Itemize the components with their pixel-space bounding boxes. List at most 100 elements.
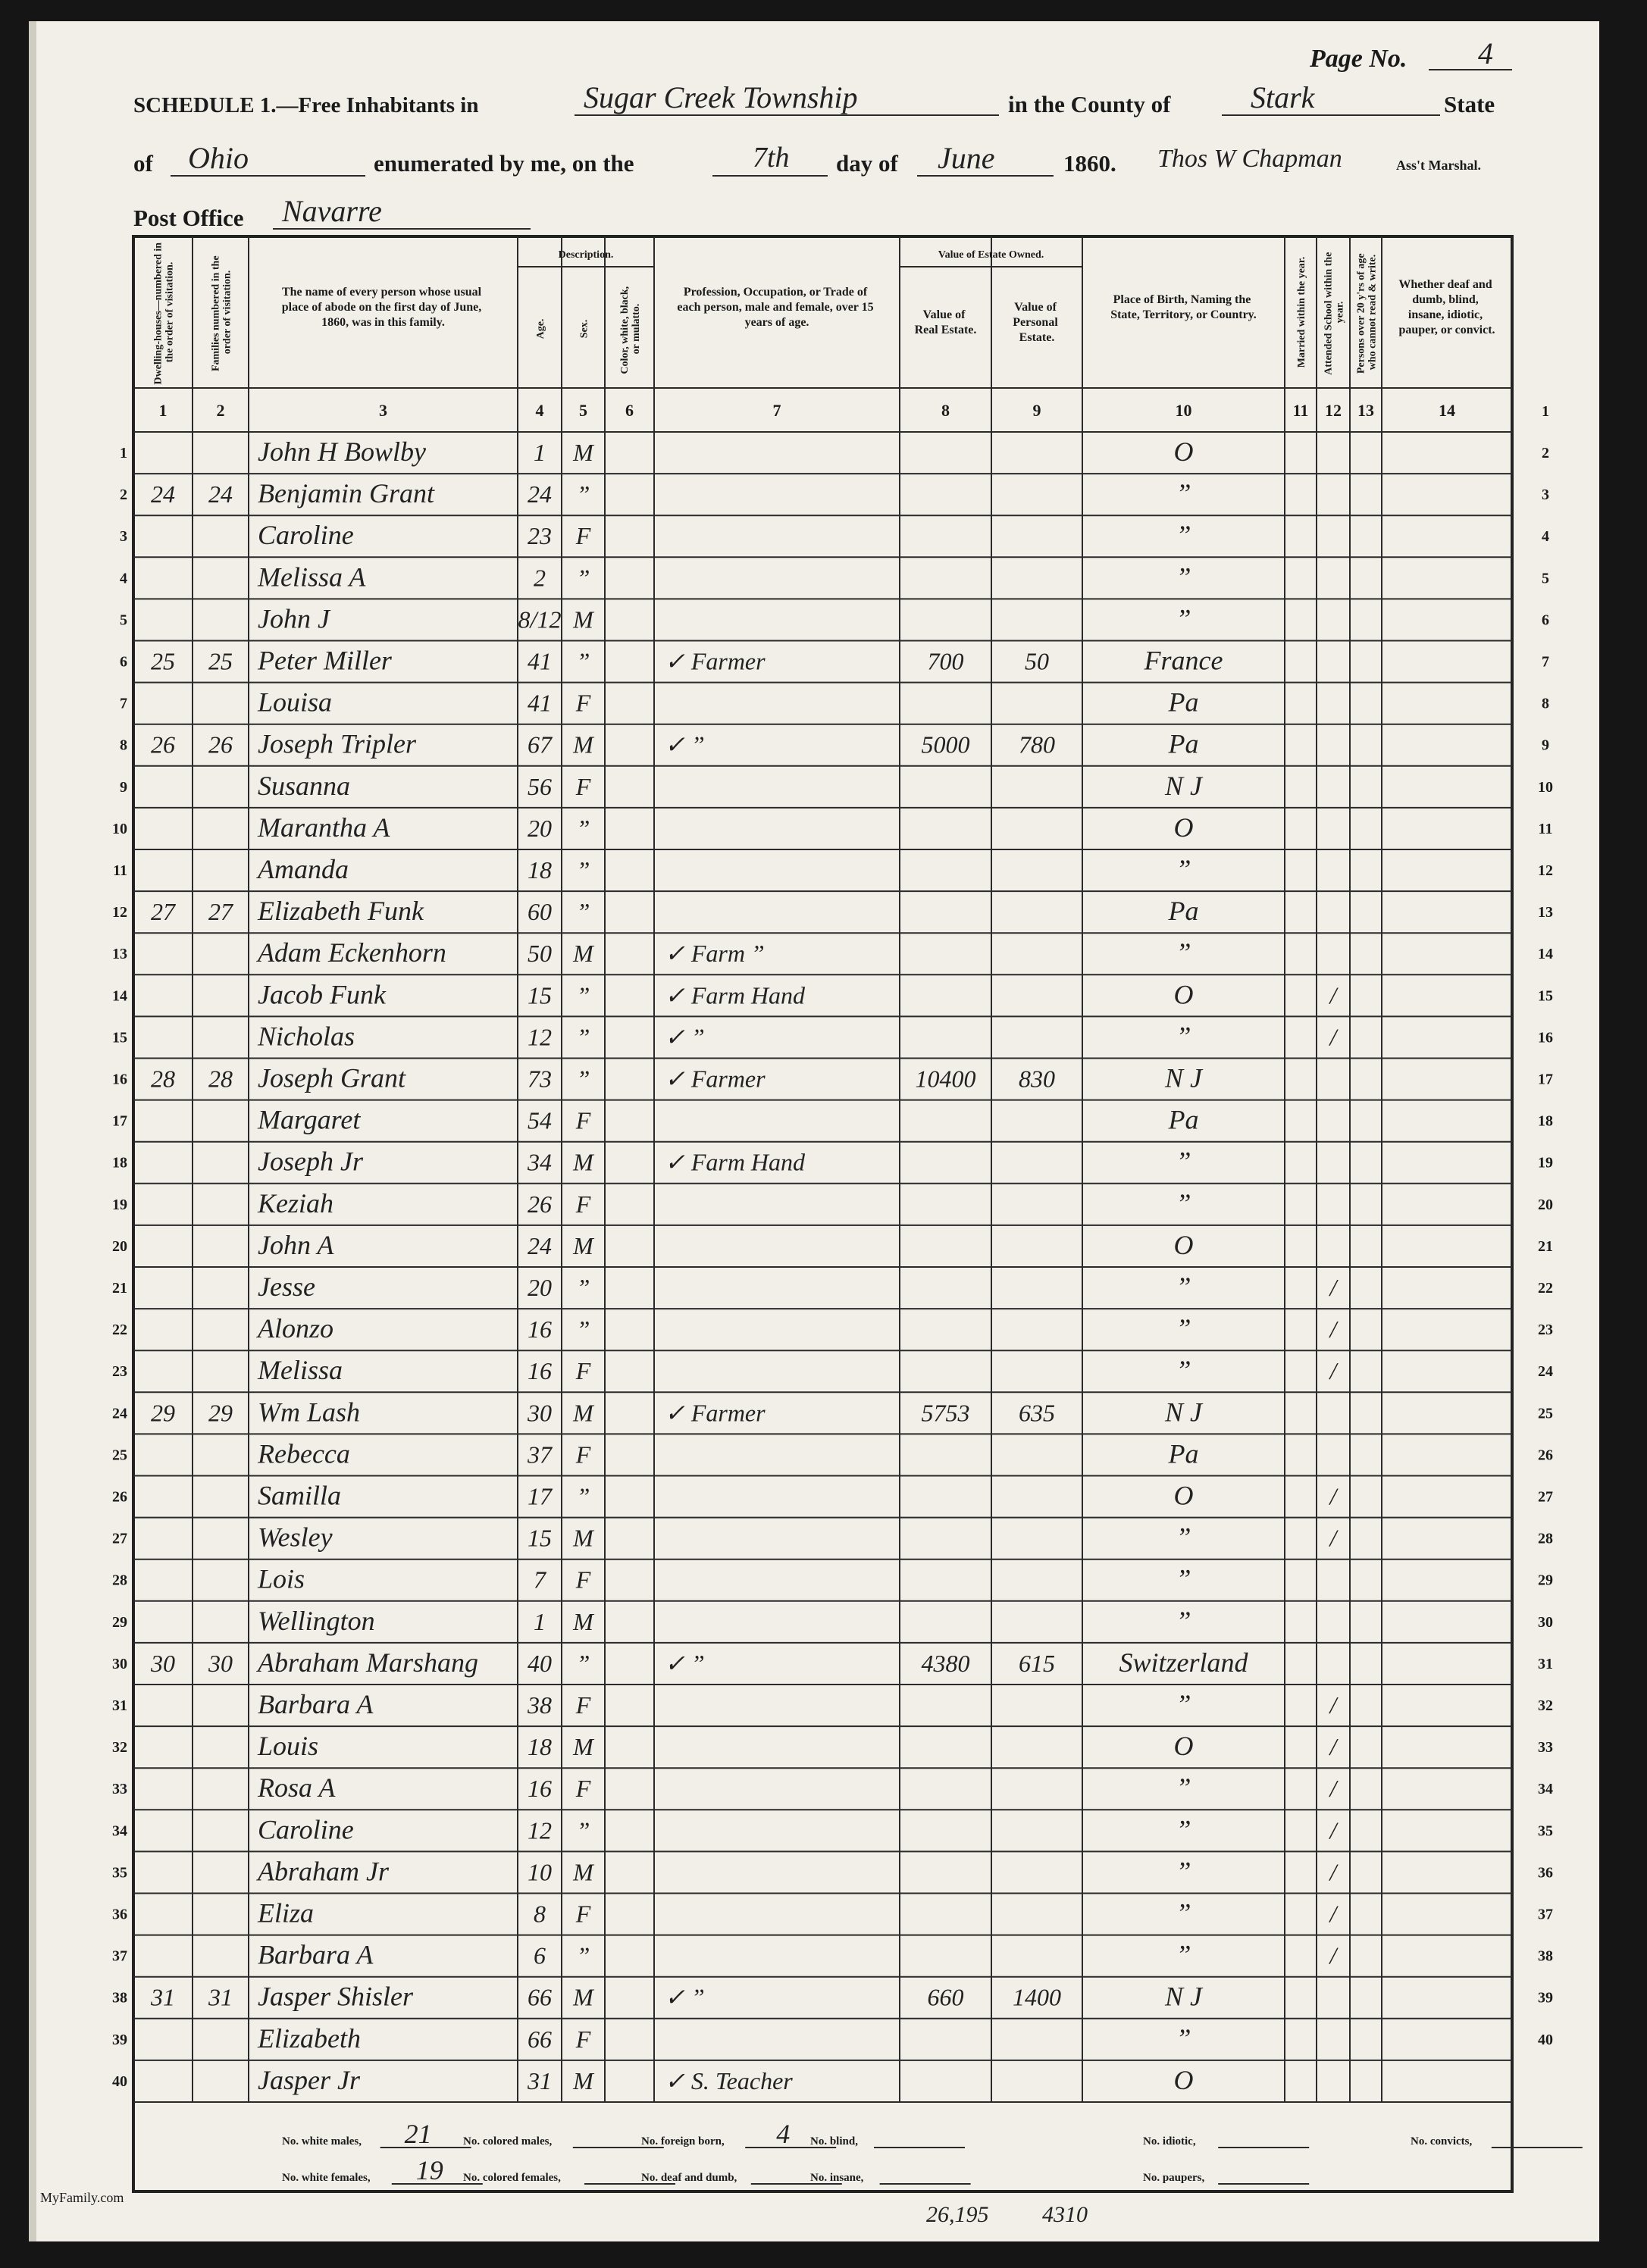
text-line: Value of <box>923 308 969 321</box>
line-number: 4 <box>1542 528 1549 545</box>
line-number: 8 <box>120 737 127 754</box>
cell: M <box>572 1525 595 1552</box>
cell: 20 <box>528 1274 552 1301</box>
cell: Keziah <box>257 1188 333 1218</box>
line-number: 28 <box>112 1572 127 1589</box>
of-label: of <box>133 150 154 177</box>
cell: 54 <box>528 1107 552 1134</box>
text-line: place of abode on the first day of June, <box>282 301 485 314</box>
cell: ” <box>1176 854 1191 884</box>
cell: / <box>1329 1733 1339 1760</box>
column-number: 12 <box>1325 401 1342 420</box>
text-line: The name of every person whose usual <box>282 286 484 299</box>
cell: Samilla <box>258 1481 341 1511</box>
cell: ” <box>1176 1940 1191 1970</box>
cell: / <box>1329 1858 1339 1885</box>
column-header: Dwelling-houses—numbered in the order of… <box>153 239 176 384</box>
watermark: MyFamily.com <box>40 2190 124 2205</box>
month: June <box>938 141 995 175</box>
text-line: Color, white, black, <box>619 283 631 374</box>
cell: 37 <box>527 1441 553 1468</box>
cell: ” <box>1176 1689 1191 1719</box>
line-number: 18 <box>112 1155 127 1172</box>
cell: 17 <box>528 1483 553 1510</box>
cell: ” <box>1176 1188 1191 1218</box>
line-number: 38 <box>112 1990 127 2007</box>
cell: Elizabeth <box>257 2023 361 2054</box>
cell: O <box>1174 2065 1194 2095</box>
cell: 16 <box>528 1357 552 1384</box>
township: Sugar Creek Township <box>584 80 858 114</box>
count-label: No. idiotic, <box>1143 2135 1196 2148</box>
cell: 60 <box>528 898 552 925</box>
line-number: 22 <box>112 1322 127 1338</box>
cell: M <box>572 940 595 967</box>
cell: O <box>1174 436 1194 467</box>
cell: F <box>575 1775 591 1802</box>
cell: Jasper Shisler <box>258 1982 414 2012</box>
cell: ” <box>1176 478 1191 508</box>
cell: / <box>1329 1483 1339 1510</box>
tally: 4310 <box>1042 2202 1088 2227</box>
line-number: 10 <box>1538 779 1553 796</box>
line-number: 5 <box>120 612 127 628</box>
cell: 30 <box>208 1650 233 1677</box>
text-line: who cannot read & write. <box>1367 255 1379 371</box>
cell: 41 <box>528 648 552 675</box>
line-number: 35 <box>112 1864 127 1881</box>
cell: John H Bowlby <box>258 436 426 467</box>
cell: 66 <box>528 2026 552 2053</box>
cell: Jesse <box>258 1272 315 1302</box>
cell: F <box>575 1357 591 1384</box>
line-number: 38 <box>1538 1948 1553 1965</box>
cell: Louisa <box>257 687 332 718</box>
text-line: Whether deaf and <box>1398 278 1495 291</box>
count-label: No. white males, <box>282 2135 362 2148</box>
cell: ” <box>1176 1856 1191 1886</box>
cell: 15 <box>528 1525 552 1552</box>
column-number: 13 <box>1357 401 1374 420</box>
cell: 16 <box>528 1315 552 1343</box>
line-number: 13 <box>1538 904 1553 921</box>
line-number: 40 <box>1538 2032 1553 2048</box>
line-number: 21 <box>112 1280 127 1297</box>
cell: 24 <box>528 480 552 508</box>
count-label: No. paupers, <box>1143 2172 1205 2184</box>
line-number: 36 <box>1538 1864 1553 1881</box>
cell: 50 <box>1025 648 1049 675</box>
cell: M <box>572 1399 595 1426</box>
cell: 780 <box>1019 731 1055 759</box>
line-number: 35 <box>1538 1822 1553 1839</box>
line-number: 15 <box>1538 987 1553 1004</box>
text-line: insane, idiotic, <box>1408 308 1486 321</box>
cell: Wellington <box>258 1606 375 1636</box>
column-number: 2 <box>217 401 225 420</box>
text-line: Married within the year. <box>1296 257 1307 368</box>
cell: F <box>575 1566 591 1594</box>
cell: ” <box>577 1483 590 1510</box>
line-number: 10 <box>112 821 127 837</box>
marshal-label: Ass't Marshal. <box>1396 158 1481 173</box>
cell: 830 <box>1019 1065 1055 1093</box>
cell: 18 <box>528 1733 552 1760</box>
cell: N J <box>1164 771 1204 801</box>
cell: M <box>572 731 595 759</box>
line-number: 2 <box>1542 445 1549 461</box>
column-number: 4 <box>536 401 544 420</box>
state-label: State <box>1444 91 1495 117</box>
cell: M <box>572 1984 595 2011</box>
line-number: 24 <box>112 1405 127 1422</box>
cell: ” <box>577 856 590 884</box>
line-number: 1 <box>1542 403 1549 420</box>
cell: / <box>1329 1691 1339 1719</box>
column-number: 3 <box>379 401 387 420</box>
line-number: 3 <box>1542 486 1549 503</box>
count-value: 4 <box>776 2119 790 2149</box>
cell: 34 <box>527 1149 552 1176</box>
schedule-title: SCHEDULE 1.—Free Inhabitants in <box>133 93 479 117</box>
cell: ” <box>577 815 590 842</box>
count-label: No. colored males, <box>463 2135 552 2148</box>
cell: 28 <box>151 1065 175 1093</box>
cell: 31 <box>208 1984 233 2011</box>
